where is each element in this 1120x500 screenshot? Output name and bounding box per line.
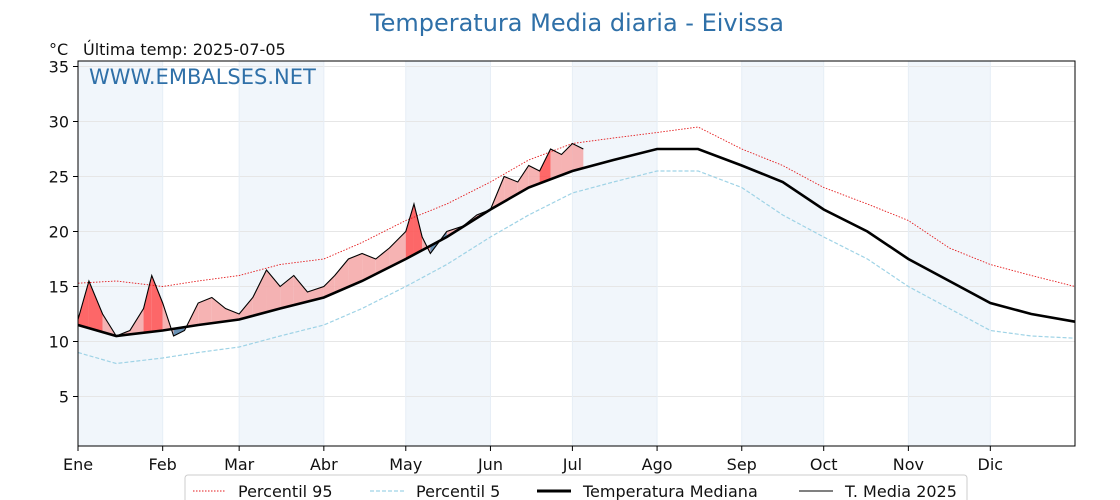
month-band [405,61,491,446]
y-tick-label: 5 [59,388,69,407]
anomaly-fill-above [151,275,163,332]
y-tick-label: 10 [49,333,69,352]
anomaly-fill-above [528,165,540,188]
series-mediana-line [77,147,1076,338]
legend-label-p5: Percentil 5 [416,482,500,500]
anomaly-fill-above [266,270,281,313]
x-tick-label: Abr [310,455,338,474]
month-band [78,61,163,446]
month-band [239,61,324,446]
anomaly-fill-above [561,143,573,176]
anomaly-fill-above [252,270,267,316]
y-tick-label: 35 [49,58,69,77]
y-tick-label: 15 [49,278,69,297]
month-band [908,61,991,446]
last-temp-label: Última temp: 2025-07-05 [83,40,286,59]
y-axis-ticks: 5 10 15 20 25 30 35 [49,58,78,407]
x-axis-ticks: Ene Feb Mar Abr May Jun Jul Ago Sep Oct Nov Dic [63,446,1003,474]
y-tick-label: 30 [49,113,69,132]
series-media-2025-line [77,142,584,337]
anomaly-fill-above [88,281,103,333]
y-unit-label: °C [49,40,68,59]
legend-box [184,474,968,500]
anomaly-fill-above [572,143,584,171]
anomaly-fill-above [389,231,406,268]
anomaly-fill-above [348,253,363,287]
anomaly-fill-above [78,281,89,329]
chart-title: Temperatura Media diaria - Eivissa [369,9,784,37]
legend-label-median: Temperatura Mediana [582,482,758,500]
anomaly-fill-above [198,297,212,325]
anomaly-fill-above [334,259,349,293]
anomaly-fill-above [362,253,376,281]
month-shading [78,61,991,446]
x-tick-label: Dic [978,455,1004,474]
legend-label-current: T. Media 2025 [844,482,957,500]
x-tick-label: Jul [562,455,582,474]
anomaly-fill-above [239,297,253,320]
y-tick-label: 25 [49,168,69,187]
month-band [741,61,824,446]
legend-label-p95: Percentil 95 [238,482,333,500]
anomaly-fill-above [293,275,308,306]
x-tick-label: Feb [149,455,177,474]
y-tick-label: 20 [49,223,69,242]
x-tick-label: Ene [63,455,93,474]
legend: Percentil 95 Percentil 5 Temperatura Med… [184,474,968,500]
series-percentil-5-line [77,170,1076,365]
x-tick-label: May [389,455,422,474]
anomaly-fill-above [143,275,152,333]
x-tick-label: Jun [477,455,503,474]
anomaly-fill-above [539,149,551,184]
series-lines [77,126,1076,365]
x-tick-label: Ago [642,455,673,474]
x-tick-label: Sep [727,455,757,474]
grid-lines [77,61,1075,446]
anomaly-fill-above [323,275,335,298]
anomaly-fill-above [225,308,240,322]
x-tick-label: Oct [810,455,838,474]
watermark-text: WWW.EMBALSES.NET [89,65,316,89]
month-band [572,61,658,446]
anomaly-fill-above [517,165,529,194]
anomaly-fill-above [413,204,423,255]
anomaly-fill-above [211,297,226,324]
anomaly-fill-above [550,149,562,180]
x-tick-label: Nov [893,455,924,474]
plot-frame [77,60,1076,447]
x-tick-label: Mar [224,455,255,474]
